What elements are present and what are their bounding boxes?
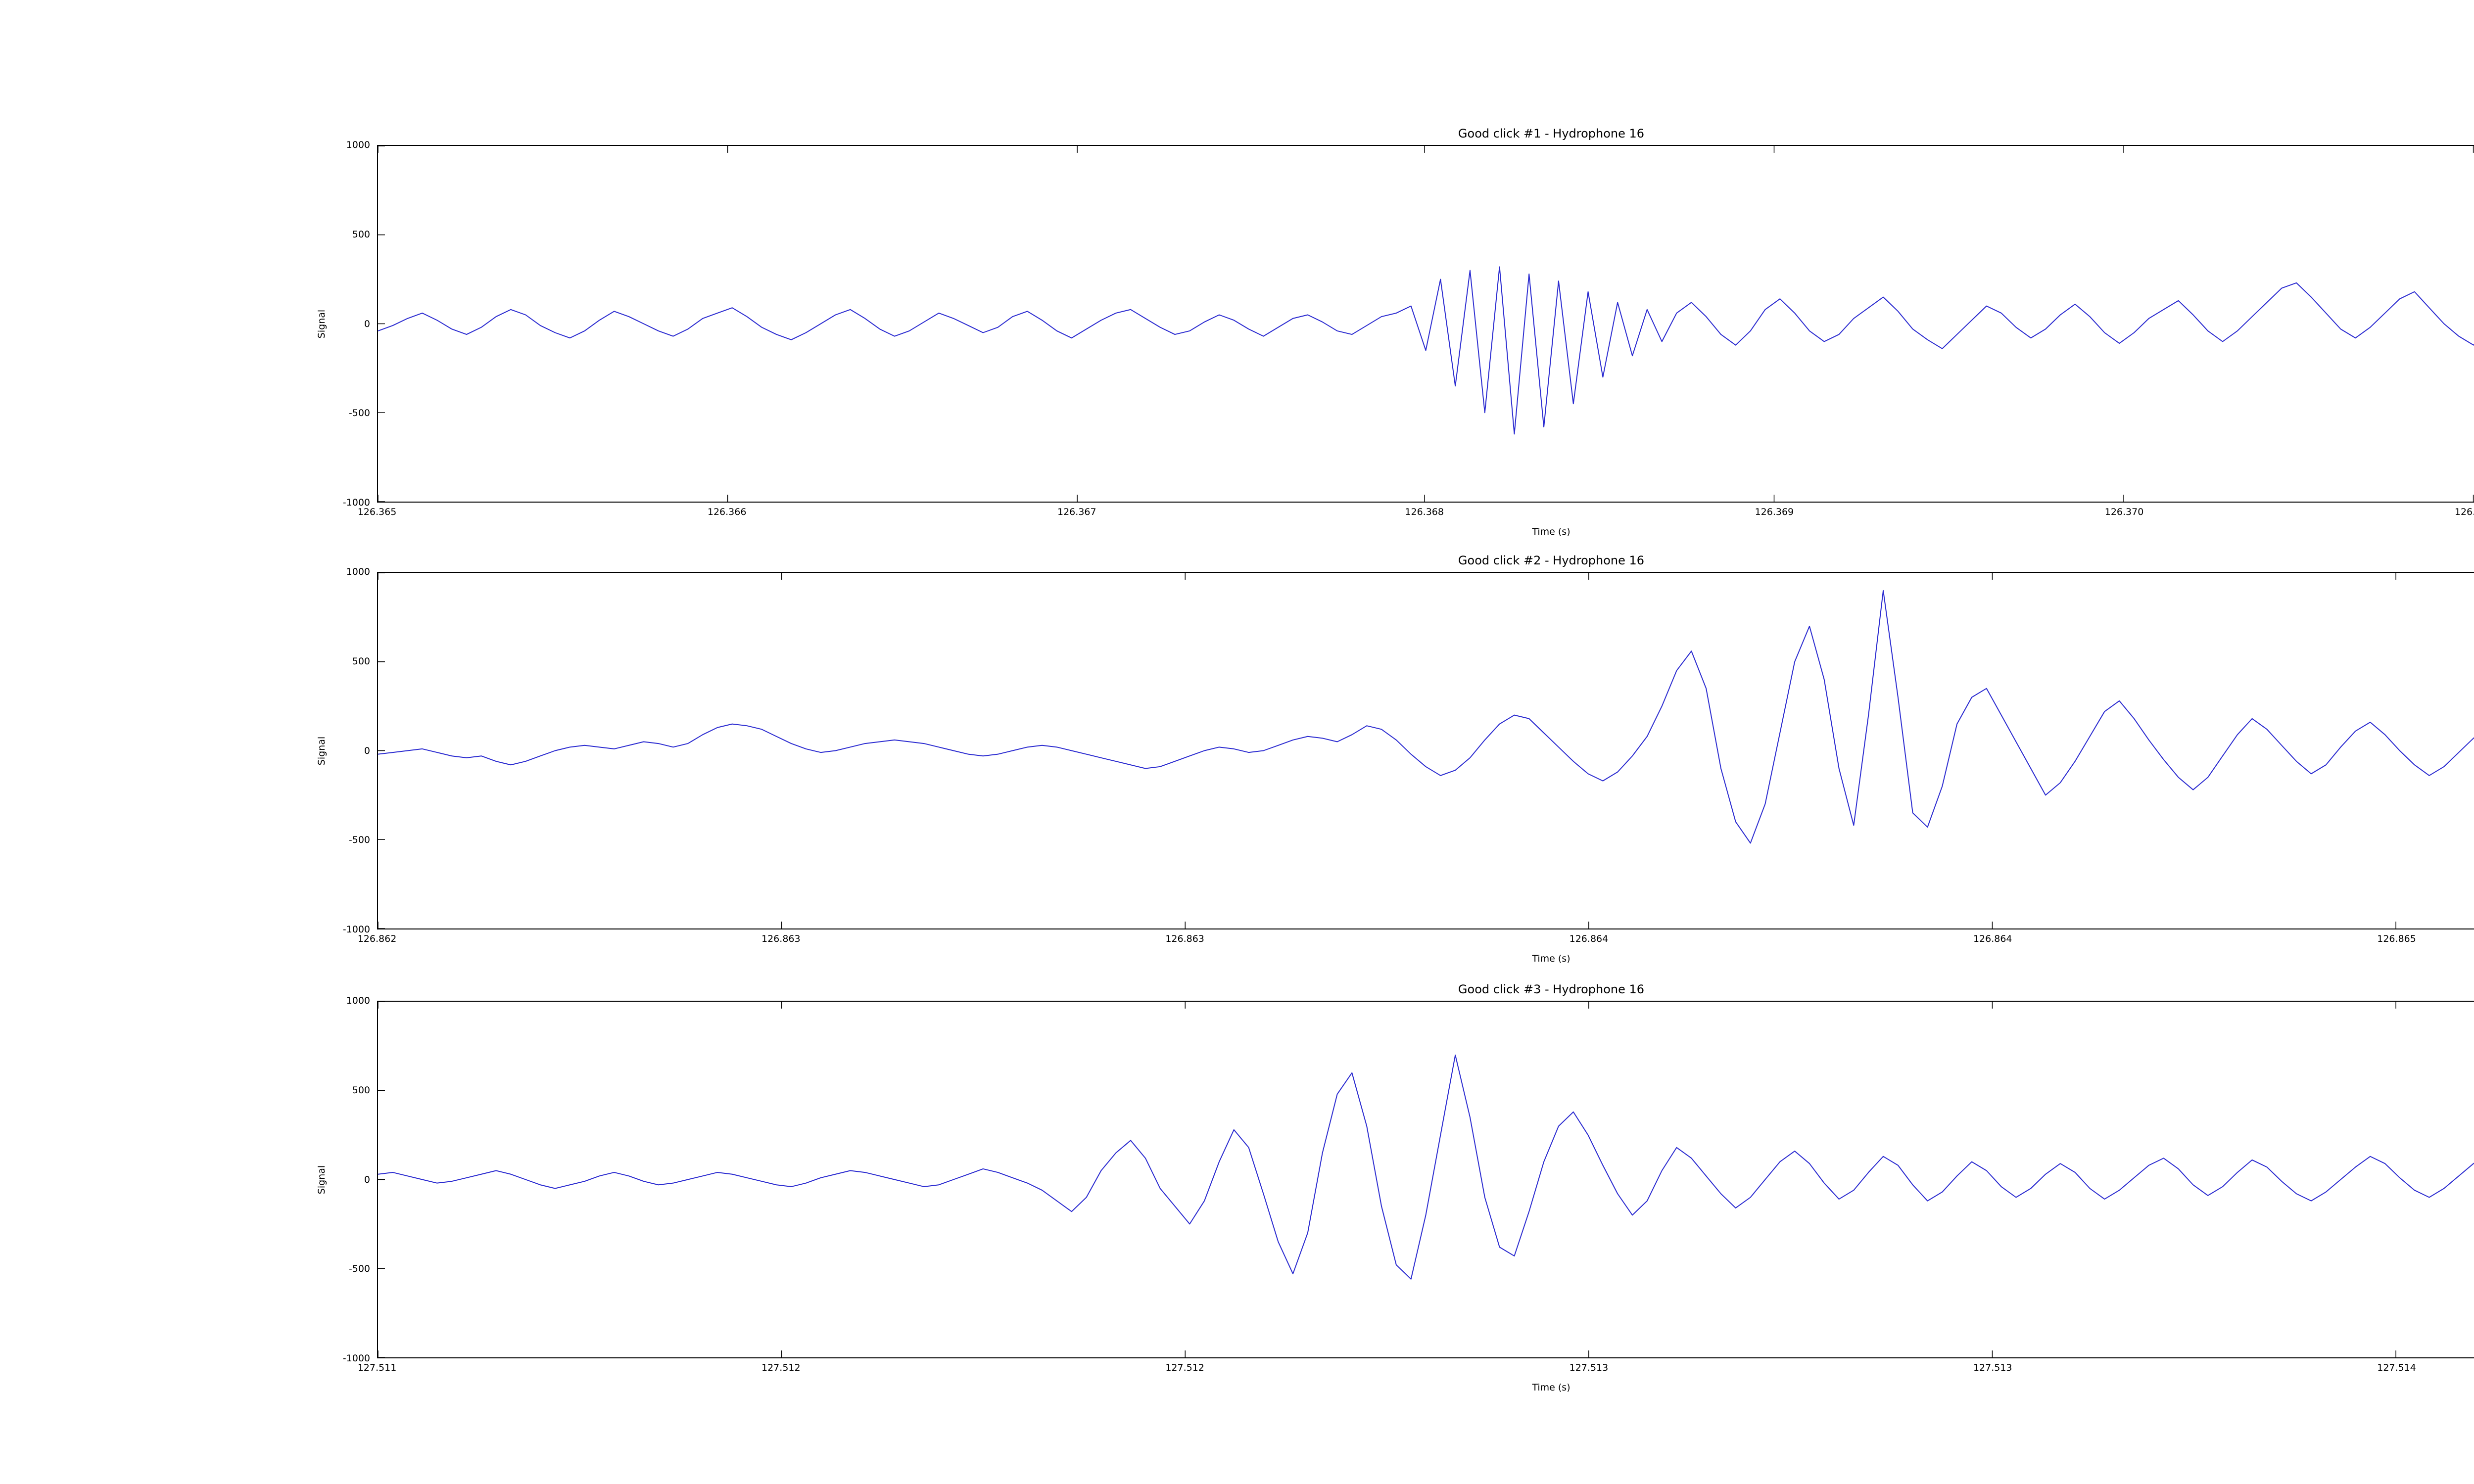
y-tick-labels: 1000 500 0 -500 -1000 — [328, 995, 377, 1364]
y-tick-label: -500 — [348, 408, 370, 419]
y-tick-label: 0 — [364, 745, 370, 756]
x-tick-label: 126.865 — [2377, 933, 2416, 944]
y-tick-label: 1000 — [346, 566, 370, 577]
y-tick-label: -500 — [348, 835, 370, 846]
x-axis-label: Time (s) — [1532, 953, 1570, 964]
y-tick-label: 500 — [352, 1084, 370, 1096]
y-tick-label: 1000 — [346, 995, 370, 1006]
x-tick-label: 127.511 — [357, 1362, 397, 1373]
plot-svg — [378, 146, 2474, 502]
x-tick-label: 126.863 — [1165, 933, 1204, 944]
x-tick-labels: 127.511 127.512 127.512 127.513 127.513 127.5… — [358, 1358, 2474, 1380]
x-tick-label: 126.864 — [1569, 933, 1609, 944]
y-tick-label: 1000 — [346, 139, 370, 150]
plot-area — [377, 1001, 2474, 1358]
x-tick-label: 126.367 — [1057, 507, 1096, 517]
x-tick-label: 126.371 — [2454, 507, 2474, 517]
x-tick-label: 126.864 — [1973, 933, 2012, 944]
signal-line — [378, 266, 2474, 435]
x-tick-label: 127.512 — [761, 1362, 801, 1373]
x-tick-label: 126.369 — [1755, 507, 1794, 517]
y-axis-label: Signal — [316, 309, 327, 338]
subplot-1: Good click #1 - Hydrophone 16 Signal 100… — [316, 127, 2474, 537]
x-tick-label: 126.366 — [707, 507, 747, 517]
y-tick-label: 500 — [352, 655, 370, 667]
y-tick-label: -500 — [348, 1263, 370, 1275]
signal-line — [378, 590, 2474, 844]
plot-title: Good click #1 - Hydrophone 16 — [1458, 127, 1645, 140]
y-axis-label: Signal — [316, 736, 327, 765]
subplot-3: Good click #3 - Hydrophone 16 Signal 100… — [316, 983, 2474, 1393]
x-tick-label: 126.365 — [357, 507, 397, 517]
y-tick-label: -1000 — [342, 1353, 370, 1364]
x-tick-label: 127.512 — [1165, 1362, 1204, 1373]
x-axis-label: Time (s) — [1532, 526, 1570, 537]
y-tick-label: 0 — [364, 318, 370, 329]
plot-title: Good click #2 - Hydrophone 16 — [1458, 554, 1645, 567]
y-tick-label: -1000 — [342, 497, 370, 508]
plot-svg — [378, 1002, 2474, 1357]
x-tick-label: 127.514 — [2377, 1362, 2416, 1373]
y-axis-label: Signal — [316, 1165, 327, 1194]
plot-title: Good click #3 - Hydrophone 16 — [1458, 982, 1645, 996]
plot-area — [377, 145, 2474, 503]
x-tick-label: 127.513 — [1973, 1362, 2012, 1373]
x-tick-labels: 126.862 126.863 126.863 126.864 126.864 126.8… — [358, 929, 2474, 951]
x-tick-label: 127.513 — [1569, 1362, 1609, 1373]
y-tick-labels: 1000 500 0 -500 -1000 — [328, 566, 377, 935]
x-tick-label: 126.863 — [761, 933, 801, 944]
y-tick-labels: 1000 500 0 -500 -1000 — [328, 139, 377, 508]
y-tick-label: -1000 — [342, 924, 370, 935]
y-tick-label: 500 — [352, 229, 370, 240]
x-axis-label: Time (s) — [1532, 1382, 1570, 1393]
x-tick-label: 126.370 — [2104, 507, 2144, 517]
x-tick-label: 126.862 — [357, 933, 397, 944]
x-tick-label: 126.368 — [1405, 507, 1444, 517]
plot-svg — [378, 573, 2474, 928]
plot-area — [377, 572, 2474, 929]
x-tick-labels: 126.365 126.366 126.367 126.368 126.369 126.3… — [358, 503, 2474, 524]
signal-line — [378, 1054, 2474, 1280]
subplot-2: Good click #2 - Hydrophone 16 Signal 100… — [316, 554, 2474, 964]
y-tick-label: 0 — [364, 1174, 370, 1185]
